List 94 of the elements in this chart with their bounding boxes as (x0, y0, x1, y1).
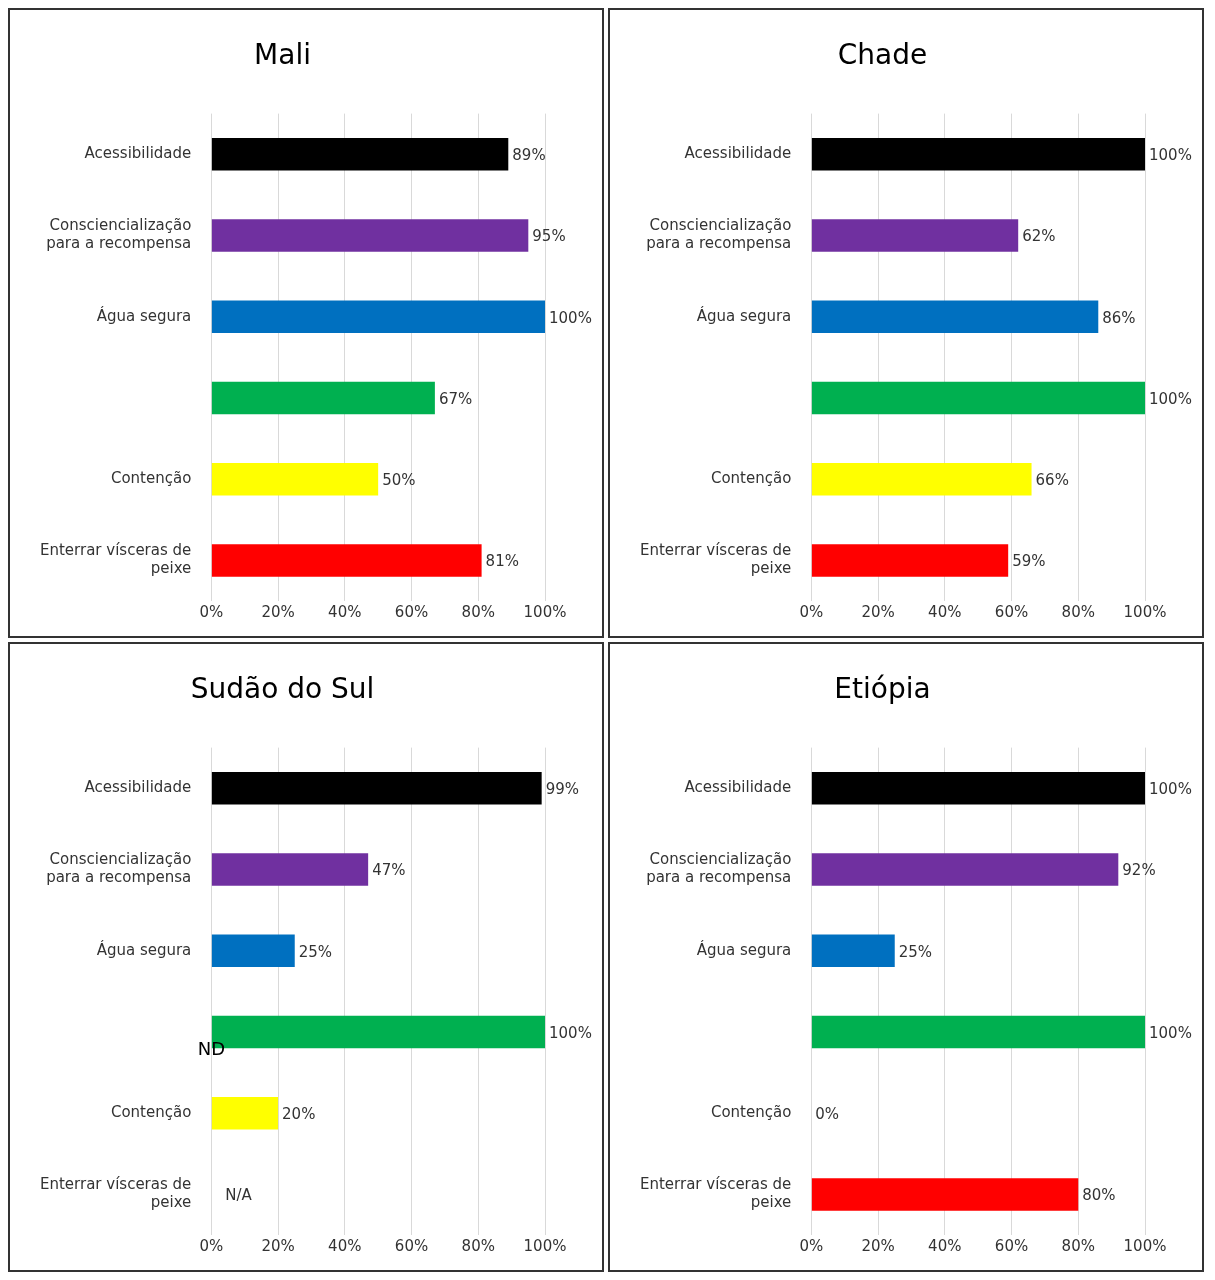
data-label: 86% (1102, 308, 1136, 327)
x-tick-label: 80% (1061, 1236, 1095, 1255)
x-tick-label: 20% (861, 602, 895, 621)
y-tick-label: Enterrar vísceras de peixe (39, 1175, 192, 1212)
data-label: 100% (1149, 389, 1192, 408)
bar (211, 771, 542, 805)
data-label: 62% (1022, 227, 1056, 246)
x-tick-label: 100% (523, 1236, 567, 1255)
data-label: 47% (372, 861, 406, 880)
chart-title: Mali (254, 38, 311, 72)
y-tick-label: Consciencialização para a recompensa (46, 216, 192, 253)
bar (811, 137, 1145, 171)
bar (811, 934, 895, 967)
x-tick-label: 100% (1123, 602, 1167, 621)
y-tick-label: Contenção (710, 469, 792, 488)
data-label: 66% (1035, 471, 1069, 490)
bar (211, 1096, 279, 1130)
data-label: 20% (282, 1105, 316, 1124)
chart-title: Sudão do Sul (190, 672, 375, 706)
bar (811, 219, 1019, 252)
data-label: 81% (485, 552, 519, 571)
y-tick-label: Água segura (96, 939, 192, 959)
data-label: 25% (898, 942, 933, 961)
y-tick-label: Enterrar vísceras de peixe (639, 1175, 792, 1212)
annotation: ND (197, 1037, 225, 1059)
data-label: 67% (438, 389, 473, 408)
y-tick-label: Água segura (696, 305, 792, 325)
data-label: 25% (298, 942, 333, 961)
x-tick-label: 0% (199, 1236, 224, 1255)
y-tick-label: Enterrar vísceras de peixe (39, 541, 192, 578)
bar (811, 300, 1099, 333)
data-label: 99% (545, 780, 580, 799)
bar (811, 853, 1119, 886)
x-tick-label: 80% (461, 1236, 495, 1255)
x-tick-label: 40% (328, 1236, 362, 1255)
chart-title: Chade (837, 38, 928, 72)
data-label: 100% (549, 1023, 592, 1042)
x-tick-label: 0% (799, 602, 824, 621)
y-tick-label: Água segura (696, 939, 792, 959)
bar (811, 1178, 1079, 1211)
x-tick-label: 100% (523, 602, 567, 621)
chart-title: Etiópia (834, 672, 931, 706)
bar (811, 771, 1145, 805)
bar (211, 137, 509, 171)
data-label: 0% (815, 1105, 840, 1124)
bar (811, 381, 1145, 415)
y-tick-label: Contenção (710, 1103, 792, 1122)
data-label: 95% (532, 227, 566, 246)
data-label: 89% (512, 146, 546, 165)
y-tick-label: Consciencialização para a recompensa (646, 216, 792, 253)
y-tick-label: Água segura (96, 305, 192, 325)
y-tick-label: Contenção (110, 1103, 192, 1122)
y-tick-label: Acessibilidade (684, 144, 792, 163)
bar (211, 300, 545, 333)
bar (211, 381, 435, 415)
x-tick-label: 40% (328, 602, 362, 621)
x-tick-label: 80% (461, 602, 495, 621)
bar (211, 462, 379, 496)
x-tick-label: 60% (994, 602, 1029, 621)
bar (811, 1015, 1145, 1049)
x-tick-label: 20% (261, 1236, 295, 1255)
x-tick-label: 100% (1123, 1236, 1167, 1255)
x-tick-label: 20% (261, 602, 295, 621)
data-label: 100% (549, 308, 592, 327)
y-tick-label: Consciencialização para a recompensa (646, 850, 792, 887)
data-label: 100% (1149, 780, 1192, 799)
data-label: 100% (1149, 1023, 1192, 1042)
bar (211, 219, 529, 252)
x-tick-label: 0% (199, 602, 224, 621)
data-label: 59% (1012, 552, 1046, 571)
x-tick-label: 20% (861, 1236, 895, 1255)
bar (811, 462, 1032, 496)
text: N/A (225, 1186, 252, 1205)
y-tick-label: Consciencialização para a recompensa (46, 850, 192, 887)
x-tick-label: 60% (994, 1236, 1029, 1255)
x-tick-label: 80% (1061, 602, 1095, 621)
y-tick-label: Enterrar vísceras de peixe (639, 541, 792, 578)
y-tick-label: Acessibilidade (84, 144, 192, 163)
x-tick-label: 40% (928, 602, 962, 621)
x-tick-label: 0% (799, 1236, 824, 1255)
y-tick-label: Acessibilidade (84, 778, 192, 797)
x-tick-label: 40% (928, 1236, 962, 1255)
bar (211, 853, 369, 886)
data-label: 100% (1149, 146, 1192, 165)
data-label: 80% (1082, 1186, 1116, 1205)
x-tick-label: 60% (394, 602, 429, 621)
y-tick-label: Acessibilidade (684, 778, 792, 797)
x-tick-label: 60% (394, 1236, 429, 1255)
y-tick-label: Contenção (110, 469, 192, 488)
bar (811, 544, 1009, 577)
bar (211, 934, 295, 967)
bar (211, 544, 482, 577)
data-label: 50% (382, 471, 416, 490)
data-label: 92% (1122, 861, 1156, 880)
